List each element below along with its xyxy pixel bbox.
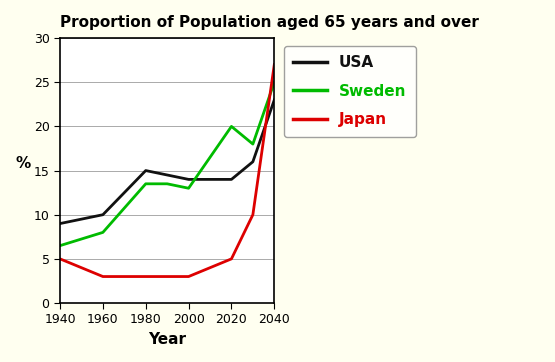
Text: Proportion of Population aged 65 years and over: Proportion of Population aged 65 years a… [60, 15, 479, 30]
Y-axis label: %: % [15, 156, 31, 171]
Legend: USA, Sweden, Japan: USA, Sweden, Japan [284, 46, 416, 136]
X-axis label: Year: Year [148, 332, 186, 347]
